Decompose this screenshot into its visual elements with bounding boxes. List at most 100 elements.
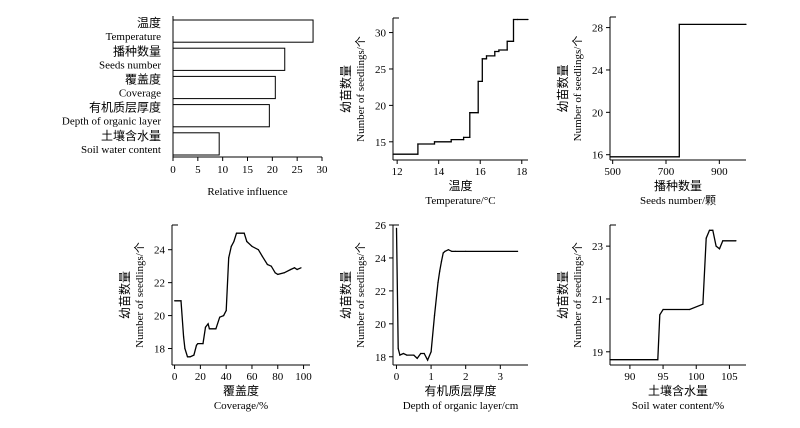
y-tick-label: 21 bbox=[592, 294, 603, 306]
y-tick-label: 24 bbox=[154, 245, 166, 257]
y-tick-label: 22 bbox=[375, 286, 386, 298]
y-axis-title-cn: 幼苗数量 bbox=[555, 64, 570, 112]
x-tick-label: 100 bbox=[688, 371, 705, 383]
data-point bbox=[689, 308, 691, 311]
x-tick-label: 1 bbox=[428, 371, 434, 383]
x-tick-label: 12 bbox=[392, 166, 403, 178]
y-axis-title-en: Number of seedlings/个 bbox=[354, 36, 367, 142]
y-tick-label: 28 bbox=[592, 23, 604, 35]
x-tick-label: 14 bbox=[433, 166, 445, 178]
data-point bbox=[657, 359, 659, 361]
data-point bbox=[702, 303, 704, 305]
y-axis-title-cn: 幼苗数量 bbox=[338, 271, 353, 319]
data-point bbox=[433, 143, 436, 145]
panel-coverage: 0 20 40 60 80 100 18 20 22 24 覆盖度 Coverage/% 幼苗数量 Num… bbox=[117, 224, 312, 412]
data-point bbox=[444, 250, 446, 252]
y-tick-label: 26 bbox=[375, 220, 387, 232]
y-tick-label: 25 bbox=[375, 64, 387, 76]
data-point bbox=[423, 352, 425, 355]
data-point bbox=[705, 237, 707, 239]
y-tick-label: 16 bbox=[592, 150, 604, 162]
panel-soilwater: 90 95 100 105 19 21 23 土壤含水量 Soil water content/… bbox=[555, 224, 746, 412]
data-point bbox=[283, 272, 285, 274]
data-point bbox=[296, 268, 298, 271]
data-point bbox=[715, 245, 717, 247]
data-point bbox=[395, 227, 398, 229]
y-axis-title-en: Number of seedlings/个 bbox=[571, 36, 584, 142]
data-point bbox=[228, 257, 230, 259]
data-point bbox=[437, 282, 439, 284]
y-axis-title-cn: 幼苗数量 bbox=[338, 65, 353, 113]
data-point bbox=[420, 352, 422, 355]
data-point bbox=[300, 267, 302, 269]
y-axis-title-en: Number of seedlings/个 bbox=[571, 242, 584, 348]
x-axis-title-cn: 土壤含水量 bbox=[648, 383, 708, 398]
data-point bbox=[193, 354, 195, 356]
x-tick-label: 80 bbox=[272, 371, 284, 383]
series-line bbox=[610, 23, 746, 158]
bar-0 bbox=[172, 19, 314, 43]
y-tick-label: 30 bbox=[375, 28, 387, 40]
category-label-en: Temperature bbox=[106, 31, 162, 43]
y-tick-label: 20 bbox=[375, 319, 387, 331]
data-point bbox=[485, 58, 488, 60]
data-point bbox=[512, 40, 515, 42]
data-point bbox=[527, 18, 529, 21]
y-tick-label: 19 bbox=[592, 347, 604, 359]
data-point bbox=[207, 323, 209, 325]
y-tick-label: 24 bbox=[592, 65, 604, 77]
data-point bbox=[609, 156, 611, 158]
y-tick-label: 20 bbox=[154, 311, 166, 323]
data-point bbox=[712, 229, 714, 231]
category-label-en: Seeds number bbox=[99, 59, 161, 71]
y-axis-title-cn: 幼苗数量 bbox=[555, 271, 570, 319]
data-point bbox=[208, 328, 210, 330]
data-point bbox=[609, 359, 611, 361]
y-tick-label: 23 bbox=[592, 241, 604, 253]
x-tick-label: 90 bbox=[624, 371, 636, 383]
category-label-en: Depth of organic layer bbox=[62, 116, 161, 128]
data-point bbox=[517, 250, 519, 252]
data-point bbox=[450, 141, 452, 143]
data-point bbox=[189, 356, 191, 358]
x-tick-label: 18 bbox=[516, 166, 528, 178]
x-tick-label: 3 bbox=[498, 371, 504, 383]
data-point bbox=[257, 249, 259, 251]
data-point bbox=[718, 248, 721, 250]
data-point bbox=[251, 245, 253, 247]
x-axis-title-en: Seeds number/颗 bbox=[640, 194, 716, 207]
data-point bbox=[399, 354, 401, 356]
data-point bbox=[180, 300, 182, 302]
x-tick-label: 0 bbox=[394, 371, 400, 383]
x-axis-title-en: Depth of organic layer/cm bbox=[403, 400, 519, 412]
y-axis-title-en: Number of seedlings/个 bbox=[133, 242, 146, 348]
data-point bbox=[722, 240, 724, 242]
data-point bbox=[463, 136, 465, 138]
data-point bbox=[439, 270, 441, 272]
data-point bbox=[406, 354, 408, 356]
data-point bbox=[204, 326, 207, 328]
data-point bbox=[477, 112, 479, 114]
category-label-cn: 温度 bbox=[137, 15, 161, 30]
data-point bbox=[186, 356, 189, 358]
data-point bbox=[678, 23, 680, 25]
category-label-cn: 播种数量 bbox=[113, 43, 161, 58]
data-point bbox=[230, 245, 232, 247]
category-label-en: Coverage bbox=[119, 88, 161, 100]
data-point bbox=[469, 112, 471, 114]
y-tick-label: 24 bbox=[375, 253, 387, 265]
x-tick-label: 95 bbox=[658, 371, 670, 383]
x-tick-label: 25 bbox=[292, 164, 304, 176]
data-point bbox=[440, 260, 443, 262]
data-point bbox=[290, 268, 292, 271]
x-tick-label: 500 bbox=[604, 166, 621, 178]
bar-3 bbox=[172, 104, 270, 128]
data-point bbox=[402, 352, 404, 355]
data-point bbox=[293, 267, 296, 269]
data-point bbox=[506, 40, 508, 42]
data-point bbox=[417, 143, 419, 145]
series-line bbox=[395, 228, 518, 362]
